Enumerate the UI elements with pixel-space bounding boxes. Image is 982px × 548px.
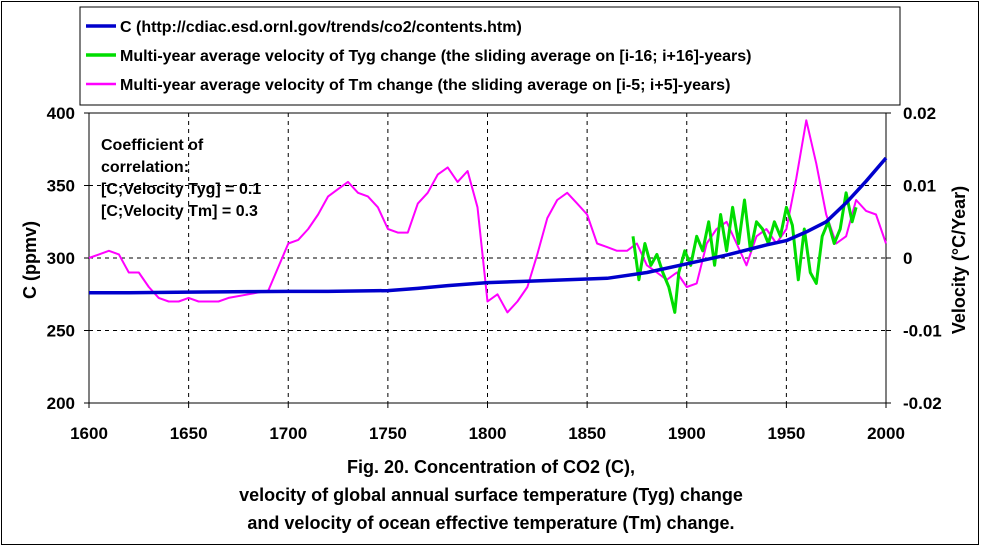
series-line-tyg-velocity bbox=[631, 191, 858, 314]
correlation-note-line: Coefficient of bbox=[101, 137, 204, 154]
y-left-tick-label: 300 bbox=[47, 249, 75, 268]
legend-box bbox=[79, 6, 901, 106]
legend-label: Multi-year average velocity of Tyg chang… bbox=[120, 48, 751, 65]
correlation-note-line: [C;Velocity Tyg] = 0.1 bbox=[101, 181, 261, 198]
y-right-tick-label: -0.02 bbox=[903, 394, 942, 413]
x-tick-label: 1600 bbox=[70, 424, 108, 443]
x-tick-label: 1650 bbox=[170, 424, 208, 443]
y-right-tick-label: 0.01 bbox=[903, 177, 936, 196]
y-left-tick-label: 350 bbox=[47, 177, 75, 196]
legend-label: Multi-year average velocity of Tm change… bbox=[120, 77, 730, 94]
caption-line-3: and velocity of ocean effective temperat… bbox=[247, 513, 734, 533]
legend-label: C (http://cdiac.esd.ornl.gov/trends/co2/… bbox=[120, 19, 522, 36]
x-tick-label: 2000 bbox=[867, 424, 905, 443]
series-line-co2 bbox=[89, 156, 888, 295]
caption-line-2: velocity of global annual surface temper… bbox=[239, 485, 743, 505]
correlation-note-line: [C;Velocity Tm] = 0.3 bbox=[101, 203, 258, 220]
x-tick-label: 1700 bbox=[269, 424, 307, 443]
y-left-tick-label: 200 bbox=[47, 394, 75, 413]
y-right-tick-label: 0 bbox=[903, 249, 912, 268]
y-left-tick-label: 250 bbox=[47, 322, 75, 341]
x-tick-label: 1800 bbox=[469, 424, 507, 443]
caption-line-1: Fig. 20. Concentration of CO2 (C), bbox=[347, 457, 635, 477]
series-line-tm-velocity bbox=[88, 119, 887, 314]
x-tick-label: 1750 bbox=[369, 424, 407, 443]
y-right-tick-label: -0.01 bbox=[903, 322, 942, 341]
y-right-tick-label: 0.02 bbox=[903, 104, 936, 123]
y-axis-right-label: Velocity (°C/Year) bbox=[949, 186, 969, 334]
correlation-note-line: correlation: bbox=[101, 159, 189, 176]
x-tick-label: 1950 bbox=[767, 424, 805, 443]
x-tick-label: 1900 bbox=[668, 424, 706, 443]
x-tick-label: 1850 bbox=[568, 424, 606, 443]
y-left-tick-label: 400 bbox=[47, 104, 75, 123]
y-axis-left-label: C (ppmv) bbox=[20, 221, 40, 299]
